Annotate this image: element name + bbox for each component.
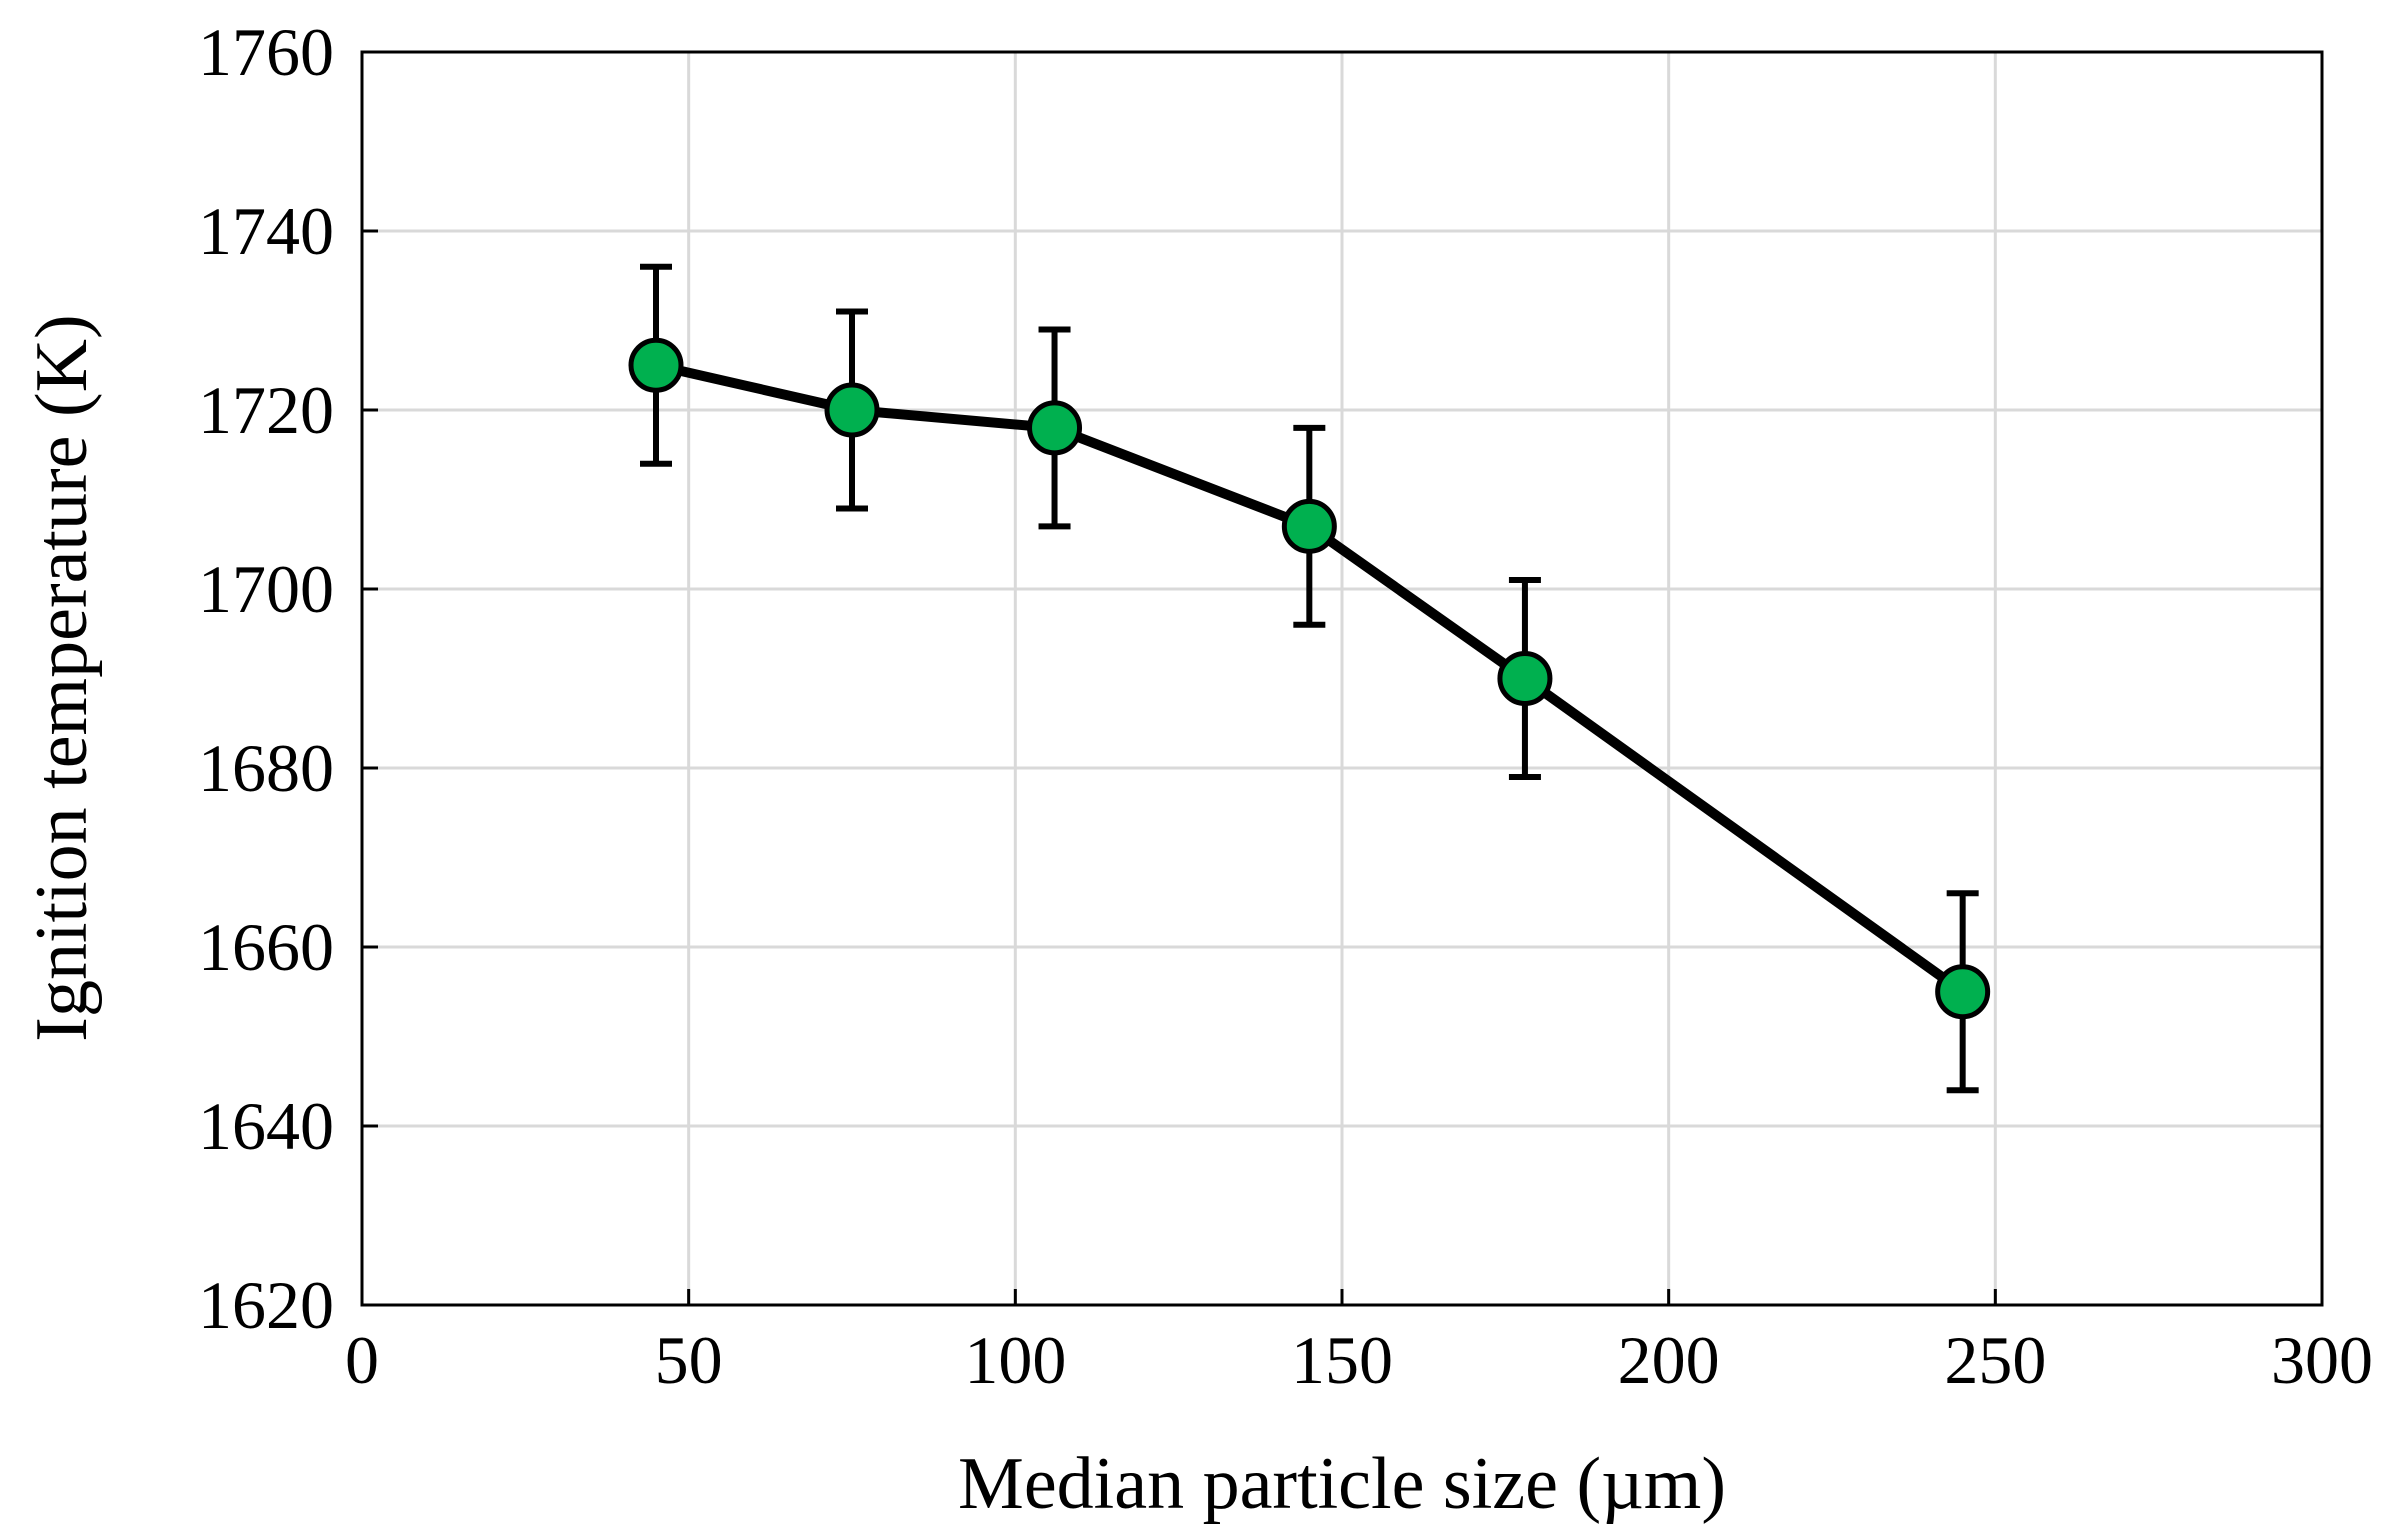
- x-axis-ticks: 0 50 100 150 200 250 300: [345, 1289, 2373, 1398]
- y-tick-label: 1700: [198, 551, 334, 627]
- series-line: [654, 360, 1966, 996]
- y-tick-label: 1620: [198, 1267, 334, 1343]
- x-tick-label: 250: [1944, 1322, 2046, 1398]
- x-tick-label: 150: [1291, 1322, 1393, 1398]
- x-axis-title: Median particle size (µm): [958, 1443, 1726, 1525]
- data-series: [628, 263, 1991, 1094]
- x-tick-label: 200: [1618, 1322, 1720, 1398]
- x-tick-label: 50: [655, 1322, 723, 1398]
- x-tick-label: 0: [345, 1322, 379, 1398]
- y-tick-label: 1680: [198, 730, 334, 806]
- data-point: [824, 382, 880, 438]
- y-tick-label: 1740: [198, 193, 334, 269]
- data-point: [628, 337, 684, 393]
- y-tick-label: 1760: [198, 14, 334, 90]
- data-point: [1027, 400, 1083, 456]
- data-point: [1935, 964, 1991, 1020]
- x-tick-label: 300: [2271, 1322, 2373, 1398]
- y-tick-label: 1660: [198, 909, 334, 985]
- x-tick-label: 100: [964, 1322, 1066, 1398]
- y-tick-label: 1720: [198, 372, 334, 448]
- y-axis-title: Ignition temperature (K): [21, 314, 103, 1041]
- gridlines: [362, 52, 2322, 1305]
- y-tick-label: 1640: [198, 1088, 334, 1164]
- data-point: [1281, 498, 1337, 554]
- y-axis-ticks: 1620 1640 1660 1680 1700 1720 1740 1760: [198, 14, 378, 1343]
- data-point: [1497, 651, 1553, 706]
